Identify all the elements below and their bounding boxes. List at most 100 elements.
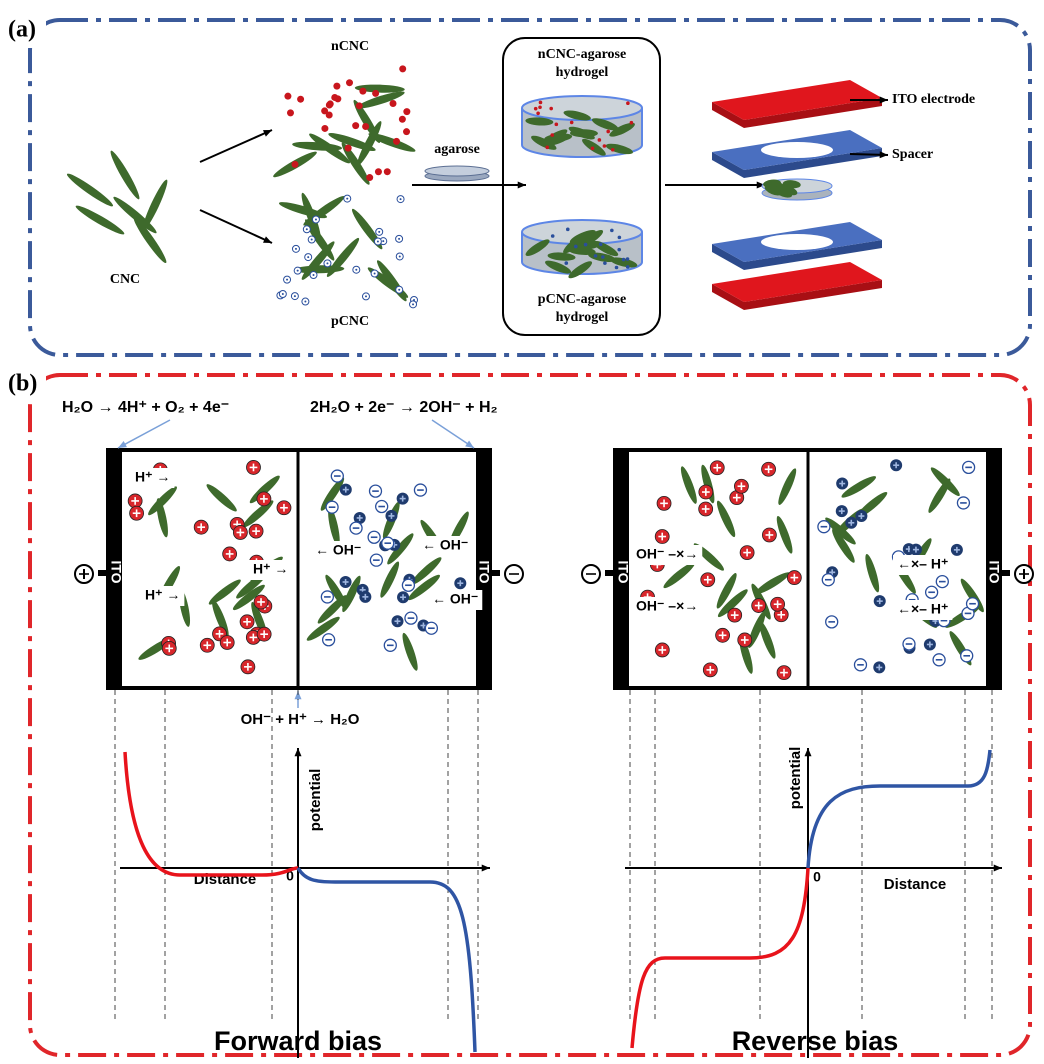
arrow-head bbox=[294, 691, 302, 700]
ion-label: ← OH⁻ bbox=[422, 537, 468, 553]
charge-dot bbox=[393, 137, 401, 145]
spacer-label: Spacer bbox=[892, 147, 933, 162]
nanocrystal bbox=[133, 216, 167, 264]
charge-dot bbox=[364, 295, 367, 298]
label-bg bbox=[2, 14, 46, 48]
nanocrystal bbox=[716, 500, 736, 538]
arrow-head bbox=[879, 151, 888, 159]
nanocrystal bbox=[568, 261, 593, 279]
potential-curve bbox=[123, 751, 299, 877]
arrow-head bbox=[517, 181, 526, 189]
plate-side bbox=[712, 244, 744, 270]
charge-dot bbox=[565, 227, 570, 232]
nanocrystal bbox=[301, 241, 335, 280]
nanocrystal bbox=[563, 110, 591, 121]
ion-label: H⁺ → bbox=[145, 587, 180, 603]
nanocrystal bbox=[305, 219, 335, 261]
nanocrystal bbox=[525, 117, 554, 126]
charge-dot bbox=[326, 262, 329, 265]
origin-label: 0 bbox=[813, 869, 821, 885]
cathode-reaction: 2H₂O + 2e⁻ → 2OH⁻ + H₂ bbox=[310, 399, 498, 416]
charge-dot bbox=[625, 265, 630, 269]
electrode bbox=[615, 450, 629, 688]
charge-dot bbox=[398, 255, 401, 258]
nanocrystal bbox=[663, 562, 695, 589]
nanocrystal bbox=[569, 129, 598, 138]
cnc-label: CNC bbox=[110, 272, 140, 287]
y-axis-label: potential bbox=[787, 747, 804, 810]
charge-dot bbox=[550, 234, 555, 238]
nanocrystal bbox=[341, 142, 370, 185]
label-bg bbox=[632, 597, 703, 617]
charge-dot bbox=[373, 272, 376, 275]
charge-dot bbox=[590, 146, 595, 151]
charge-dot bbox=[626, 101, 630, 106]
nanocrystal bbox=[278, 202, 327, 219]
ion-label: H⁺ → bbox=[253, 561, 288, 577]
plate-side bbox=[744, 148, 882, 178]
charge-dot bbox=[305, 228, 308, 231]
nanocrystal bbox=[545, 260, 572, 274]
nanocrystal bbox=[66, 173, 114, 207]
arrow-head bbox=[294, 748, 302, 757]
charge-dot bbox=[331, 93, 339, 101]
nanocrystal bbox=[531, 135, 557, 150]
charge-dot bbox=[362, 123, 370, 131]
electrode-label: ITO bbox=[108, 560, 124, 583]
agarose-disc bbox=[424, 165, 490, 177]
charge-dot bbox=[614, 265, 619, 270]
nanocrystal bbox=[747, 611, 766, 649]
charge-dot bbox=[307, 256, 310, 259]
nanocrystal bbox=[755, 572, 790, 595]
nanocrystal bbox=[841, 476, 877, 498]
nanocrystal bbox=[387, 533, 414, 565]
nanocrystal bbox=[342, 575, 361, 613]
ion-label: ← OH⁻ bbox=[432, 591, 478, 607]
arrow bbox=[431, 419, 475, 449]
ion-label: OH⁻ –×→ bbox=[636, 598, 698, 614]
terminal bbox=[98, 570, 108, 576]
charge-dot bbox=[346, 197, 349, 200]
charge-dot bbox=[281, 293, 284, 296]
plate-side bbox=[744, 280, 882, 310]
label-bg bbox=[141, 586, 185, 606]
charge-dot bbox=[374, 168, 382, 176]
charge-dot bbox=[398, 288, 401, 291]
charge-dot bbox=[533, 106, 538, 111]
caption: Reverse bias bbox=[732, 1026, 899, 1056]
nanocrystal bbox=[764, 185, 782, 196]
nanocrystal bbox=[368, 133, 416, 152]
arrow bbox=[199, 209, 273, 244]
potential-curve bbox=[296, 867, 477, 1053]
charge-dot bbox=[536, 111, 540, 116]
label-bg bbox=[311, 541, 366, 561]
ion-label: OH⁻ –×→ bbox=[636, 546, 698, 562]
charge-dot bbox=[538, 100, 543, 105]
charge-dot bbox=[597, 138, 602, 142]
nanocrystal bbox=[356, 91, 405, 109]
electrode bbox=[986, 450, 1000, 688]
charge-dot bbox=[352, 122, 360, 130]
plate bbox=[712, 262, 882, 302]
charge-dot bbox=[398, 237, 401, 240]
hydrogel-box bbox=[502, 37, 661, 336]
anode-reaction: H₂O → 4H⁺ + O₂ + 4e⁻ bbox=[62, 399, 229, 416]
nanocrystal bbox=[759, 621, 776, 659]
charge-dot bbox=[321, 124, 329, 132]
charge-dot bbox=[606, 129, 610, 134]
ion-label: ←×– H⁺ bbox=[897, 556, 948, 572]
nanocrystal bbox=[776, 515, 793, 554]
arrow-head bbox=[756, 181, 765, 189]
panel-b-frame bbox=[28, 373, 1032, 1057]
plate-side bbox=[744, 240, 882, 270]
nanocrystal bbox=[408, 574, 441, 601]
junction-reaction: OH⁻ + H⁺ → H₂O bbox=[241, 711, 360, 728]
electrode-label: ITO bbox=[476, 560, 492, 583]
label-bg bbox=[893, 555, 953, 575]
charge-dot bbox=[602, 144, 607, 148]
charge-dot bbox=[617, 235, 622, 240]
panel-label: (b) bbox=[8, 371, 37, 397]
charge-dot bbox=[372, 89, 380, 97]
charge-dot bbox=[574, 244, 578, 249]
label-bg bbox=[428, 590, 483, 610]
